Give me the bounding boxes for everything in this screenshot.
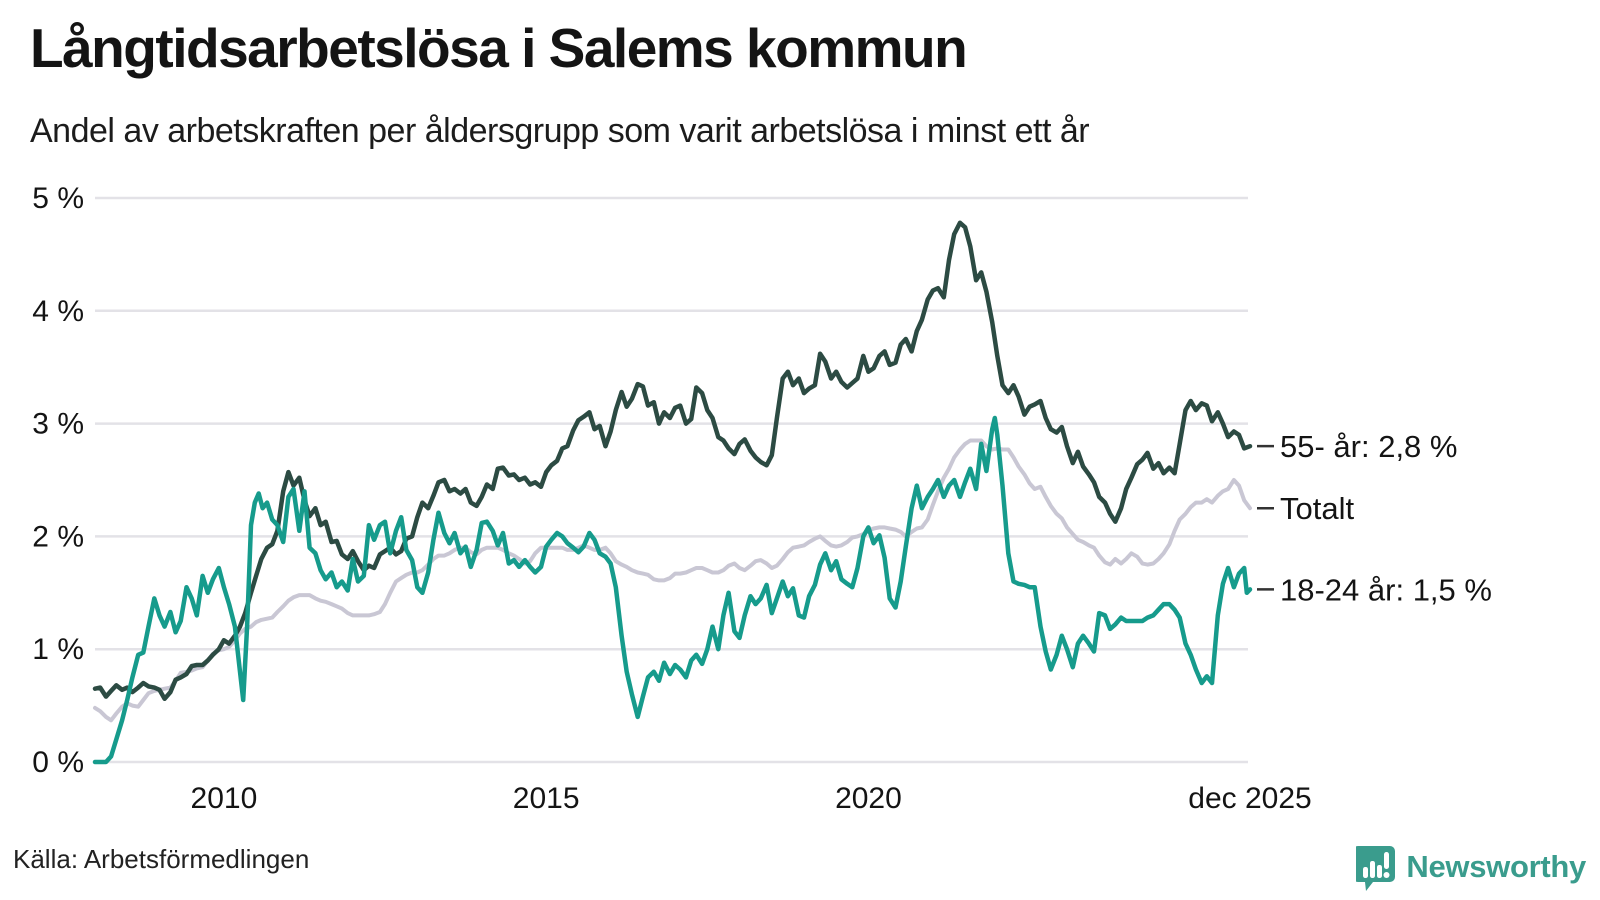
newsworthy-brand: Newsworthy — [1356, 842, 1586, 892]
source-note: Källa: Arbetsförmedlingen — [13, 844, 310, 874]
series-end-label: Totalt — [1280, 491, 1354, 526]
y-axis-tick-label: 4 % — [32, 295, 84, 328]
y-axis-tick-label: 1 % — [32, 633, 84, 666]
x-axis-tick-label: 2015 — [513, 782, 580, 815]
series-line-18-24-r — [92, 415, 1253, 765]
page-title: Långtidsarbetslösa i Salems kommun — [30, 17, 968, 79]
chart-subtitle: Andel av arbetskraften per åldersgrupp s… — [30, 112, 1090, 150]
y-axis-tick-label: 0 % — [32, 746, 84, 779]
y-axis-tick-label: 2 % — [32, 520, 84, 553]
y-axis-tick-label: 3 % — [32, 408, 84, 441]
series-end-label: 18-24 år: 1,5 % — [1280, 572, 1492, 607]
x-axis-tick-label: 2020 — [835, 782, 902, 815]
x-axis-tick-label: 2010 — [191, 782, 258, 815]
series-line-55-r — [92, 220, 1253, 702]
y-axis-tick-label: 5 % — [32, 182, 84, 215]
series-line-totalt — [93, 438, 1252, 723]
x-axis-tick-label: dec 2025 — [1188, 782, 1311, 815]
newsworthy-logo-icon — [1356, 846, 1396, 891]
series-end-label: 55- år: 2,8 % — [1280, 429, 1457, 464]
newsworthy-wordmark: Newsworthy — [1406, 849, 1586, 884]
